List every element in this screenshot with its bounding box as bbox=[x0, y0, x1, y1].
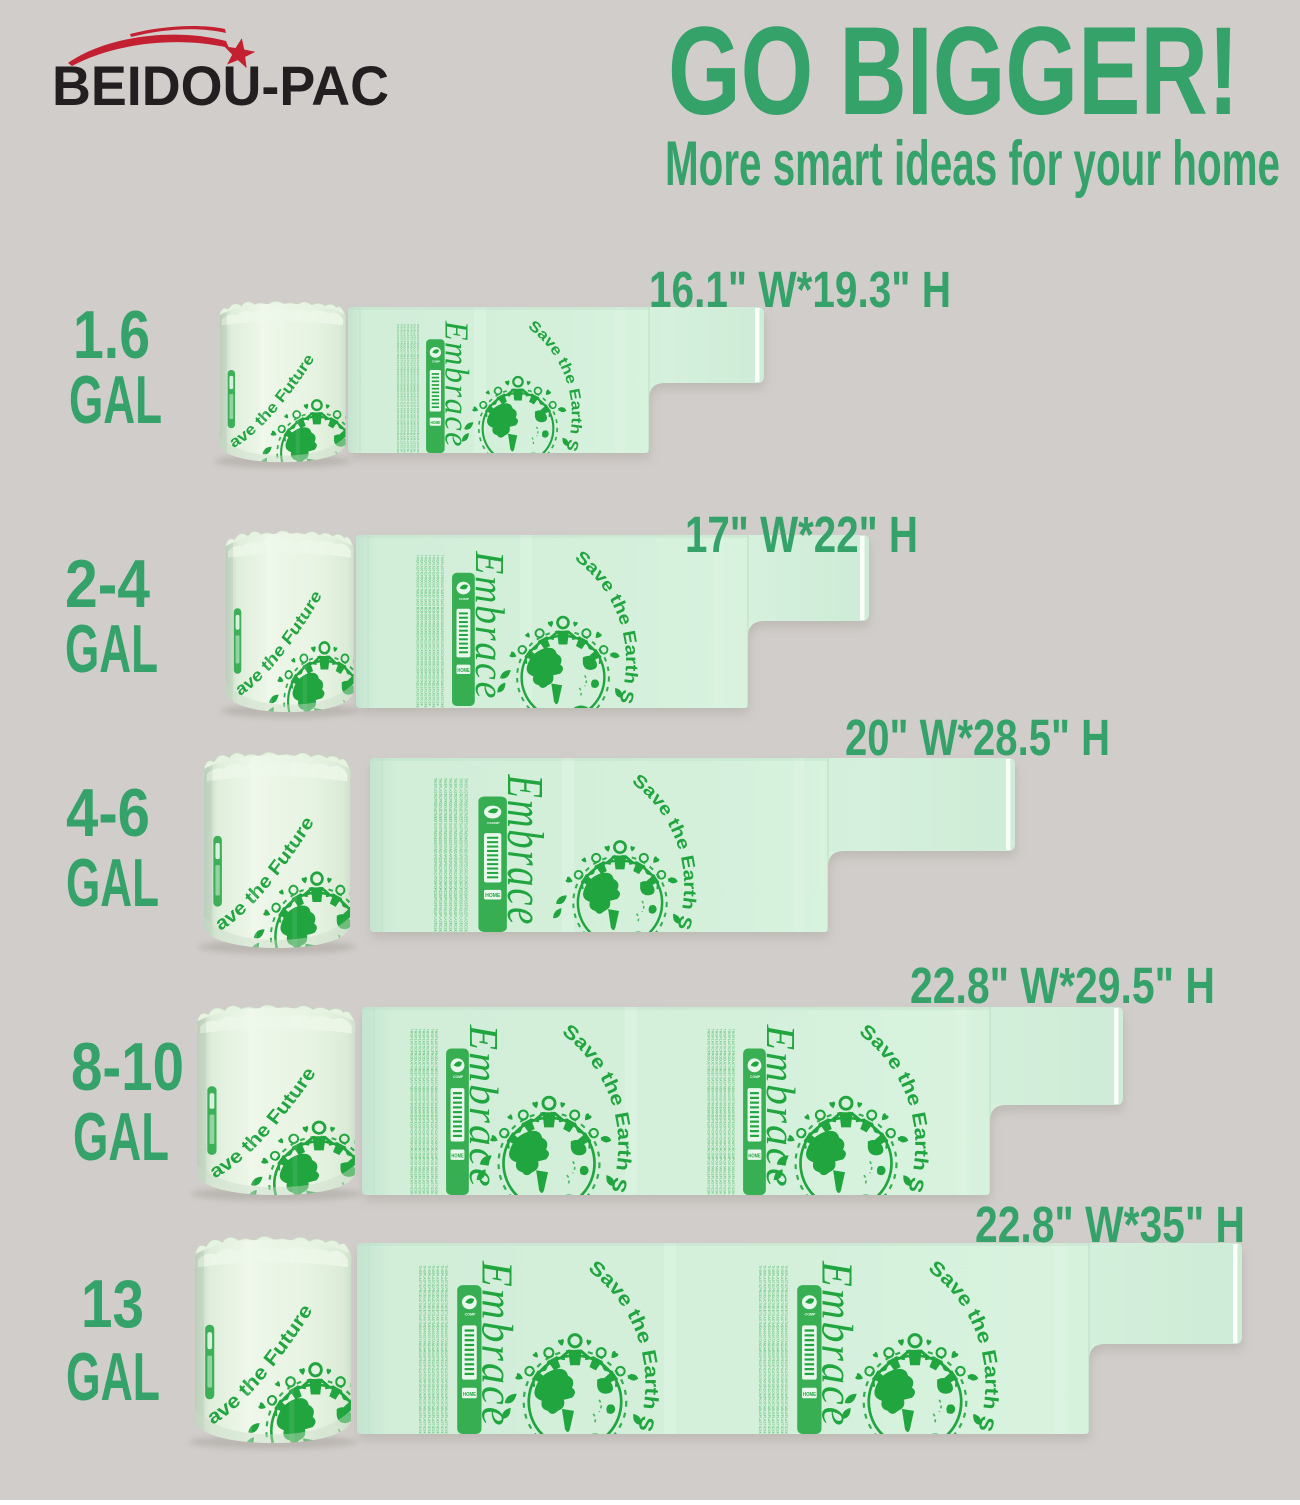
svg-text:GO BIGGER!: GO BIGGER! bbox=[668, 2, 1239, 141]
svg-text:16.1" W*19.3" H: 16.1" W*19.3" H bbox=[649, 261, 951, 318]
svg-text:20" W*28.5" H: 20" W*28.5" H bbox=[845, 709, 1110, 766]
svg-text:8-10: 8-10 bbox=[71, 1029, 184, 1105]
svg-text:1.6: 1.6 bbox=[73, 297, 150, 373]
svg-text:13: 13 bbox=[81, 1266, 144, 1342]
svg-text:4-6: 4-6 bbox=[66, 775, 150, 851]
svg-text:GAL: GAL bbox=[66, 845, 159, 921]
svg-text:GAL: GAL bbox=[73, 1099, 169, 1175]
svg-text:22.8" W*29.5" H: 22.8" W*29.5" H bbox=[910, 957, 1215, 1014]
svg-text:GAL: GAL bbox=[66, 1339, 160, 1415]
svg-text:22.8" W*35" H: 22.8" W*35" H bbox=[975, 1196, 1245, 1253]
svg-text:17" W*22" H: 17" W*22" H bbox=[685, 506, 918, 563]
svg-text:2-4: 2-4 bbox=[65, 546, 150, 622]
svg-text:GAL: GAL bbox=[65, 611, 158, 687]
svg-text:BEIDOU-PAC: BEIDOU-PAC bbox=[52, 54, 389, 117]
svg-text:More smart ideas for your home: More smart ideas for your home bbox=[665, 129, 1280, 199]
svg-text:GAL: GAL bbox=[69, 362, 162, 438]
